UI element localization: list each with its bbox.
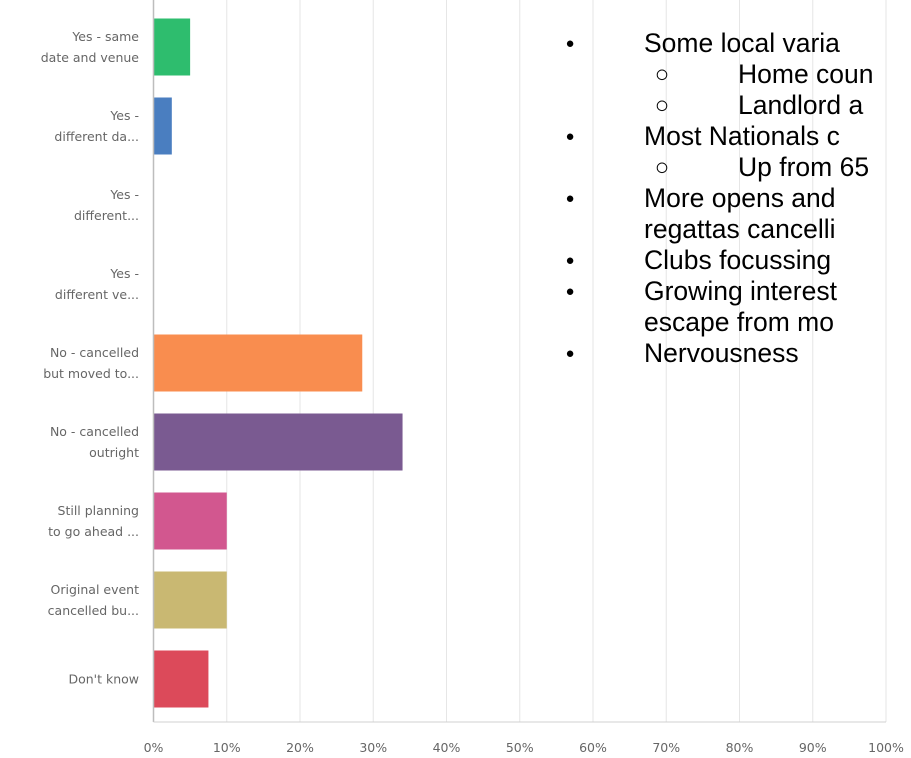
bar [153, 334, 363, 392]
category-label: Original event [51, 582, 140, 597]
category-label: outright [89, 445, 139, 460]
bullet-text: Growing interest [644, 276, 837, 306]
bullet-text: Clubs focussing [644, 245, 832, 275]
x-tick-label: 30% [359, 740, 387, 755]
filled-bullet-icon: ● [565, 35, 575, 52]
bullet-text: Home coun [738, 59, 874, 89]
hollow-bullet-icon: ○ [654, 92, 670, 119]
bullet-text: Some local varia [644, 28, 840, 58]
bullet-text: Most Nationals c [644, 121, 840, 151]
category-label: No - cancelled [50, 345, 139, 360]
sub-bullet-item: ○ Landlord a [560, 90, 911, 121]
category-label: Yes - [109, 108, 139, 123]
hollow-bullet-icon: ○ [654, 154, 670, 181]
sub-bullet-item: ○ Up from 65 [560, 152, 911, 183]
category-label: Yes - [109, 187, 139, 202]
bar [153, 97, 172, 155]
filled-bullet-icon: ● [565, 345, 575, 362]
filled-bullet-icon: ● [565, 283, 575, 300]
bar [153, 413, 403, 471]
category-label: Still planning [58, 503, 139, 518]
x-tick-label: 10% [213, 740, 241, 755]
category-label: different ve... [55, 287, 139, 302]
category-label: to go ahead ... [48, 524, 139, 539]
x-tick-label: 40% [433, 740, 461, 755]
bullet-item: ● Clubs focussing [560, 245, 911, 276]
category-label: different da... [54, 129, 139, 144]
x-tick-label: 90% [799, 740, 827, 755]
category-label: date and venue [41, 50, 140, 65]
bar [153, 650, 209, 708]
bar [153, 492, 227, 550]
bullet-item: ● Most Nationals c [560, 121, 911, 152]
filled-bullet-icon: ● [565, 190, 575, 207]
bullet-text: Up from 65 [738, 152, 870, 182]
bar [153, 18, 191, 76]
filled-bullet-icon: ● [565, 252, 575, 269]
x-tick-label: 80% [726, 740, 754, 755]
x-tick-label: 50% [506, 740, 534, 755]
x-tick-label: 100% [868, 740, 904, 755]
bullet-text: Nervousness [644, 338, 799, 368]
category-label: No - cancelled [50, 424, 139, 439]
category-label: but moved to... [43, 366, 139, 381]
category-label: different... [74, 208, 139, 223]
category-label: Don't know [68, 672, 139, 687]
bullet-item: ● More opens and regattas cancelli [560, 183, 911, 245]
x-tick-label: 20% [286, 740, 314, 755]
bullet-text: Landlord a [738, 90, 864, 120]
x-tick-label: 60% [579, 740, 607, 755]
category-label: cancelled bu... [48, 603, 139, 618]
bullet-text-line-2: escape from mo [644, 307, 834, 337]
bar [153, 571, 227, 629]
bullet-list: ● Some local varia ○ Home coun ○ Landlor… [560, 28, 911, 369]
bullet-text: More opens and [644, 183, 836, 213]
bullet-item: ● Growing interest escape from mo [560, 276, 911, 338]
category-label: Yes - same [71, 29, 139, 44]
hollow-bullet-icon: ○ [654, 61, 670, 88]
x-tick-label: 70% [652, 740, 680, 755]
category-label: Yes - [109, 266, 139, 281]
bullet-item: ● Nervousness [560, 338, 911, 369]
filled-bullet-icon: ● [565, 128, 575, 145]
bullet-text-line-2: regattas cancelli [644, 214, 836, 244]
x-tick-label: 0% [144, 740, 164, 755]
sub-bullet-item: ○ Home coun [560, 59, 911, 90]
bullet-item: ● Some local varia [560, 28, 911, 59]
